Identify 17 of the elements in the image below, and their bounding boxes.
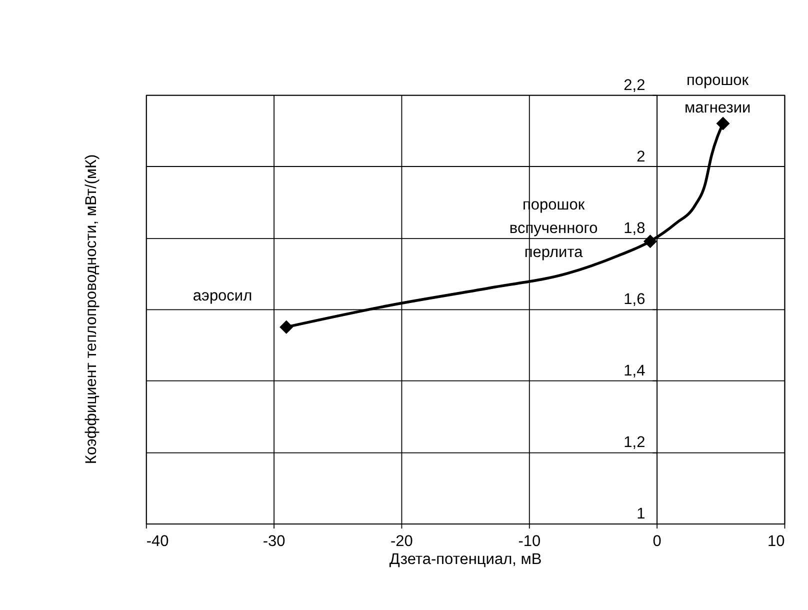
y-tick-label: 1,8 [624,220,646,237]
y-tick-label: 1,2 [624,434,646,452]
y-tick-label: 1,6 [624,291,646,308]
x-tick-label: -30 [262,532,286,550]
x-tick-label: -40 [146,532,170,550]
x-axis-title: Дзета-потенциал, мВ [389,551,542,568]
y-tick-label: 2 [636,148,646,166]
y-tick-label: 2,2 [624,76,646,94]
x-tick-label: -10 [518,532,541,550]
y-tick-label: 1,4 [624,362,646,380]
x-tick-label: 10 [767,532,786,550]
x-tick-label: 0 [652,532,662,550]
annotation: аэросил [192,288,252,305]
x-tick-label: -20 [390,532,414,550]
y-axis-title: Коэффициент теплопроводности, мВт/(мК) [82,154,100,464]
y-tick-label: 1 [636,506,646,523]
annotation: порошок магнезии [684,72,751,117]
